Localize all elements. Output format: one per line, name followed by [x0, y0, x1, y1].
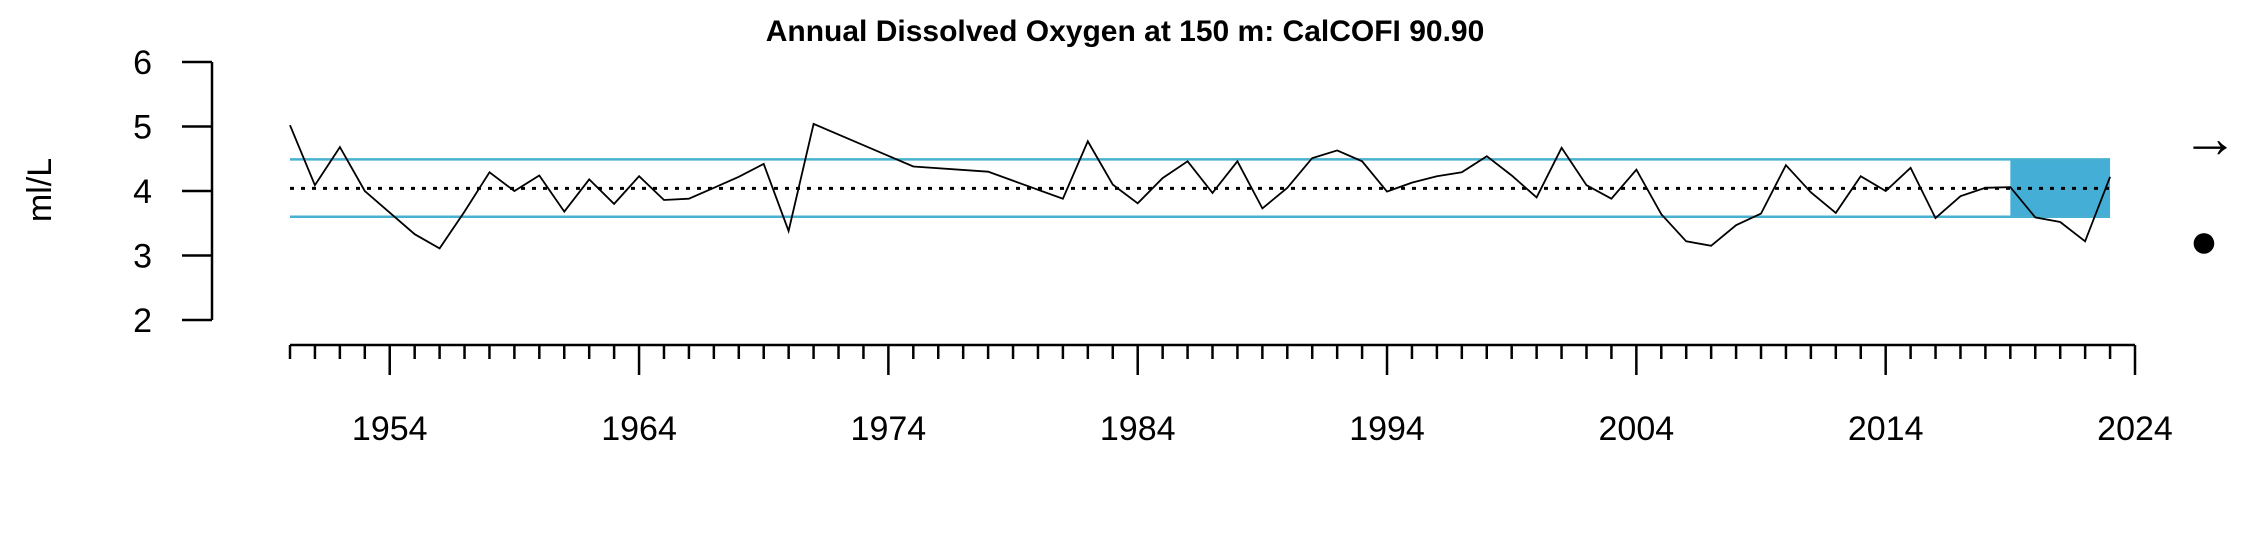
chart-title: Annual Dissolved Oxygen at 150 m: CalCOF…	[766, 15, 1485, 48]
trend-arrow-symbol: →	[2182, 106, 2238, 169]
oxygen-series-line	[289, 122, 2111, 250]
x-tick-label: 1984	[1100, 410, 1176, 448]
y-axis-label: ml/L	[21, 158, 59, 222]
y-tick-label: 5	[133, 109, 152, 147]
x-tick-label: 1974	[851, 410, 927, 448]
x-tick-label: 2004	[1599, 410, 1675, 448]
x-tick-label: 1964	[601, 410, 677, 448]
x-tick-label: 2024	[2097, 410, 2173, 448]
y-tick-label: 4	[133, 173, 152, 211]
x-tick-label: 2014	[1848, 410, 1924, 448]
y-tick-label: 6	[133, 44, 152, 82]
x-tick-label: 1994	[1349, 410, 1425, 448]
recent-mean-dot-symbol: ●	[2190, 215, 2219, 268]
y-tick-label: 3	[133, 238, 152, 276]
y-axis-ticks: 2 3 4 5 6	[133, 44, 212, 340]
x-tick-label: 1954	[352, 410, 428, 448]
y-tick-label: 2	[133, 302, 152, 340]
x-axis-ticks: 1954 1964 1974 1984 1994 2004 2014 2024	[288, 345, 2173, 448]
